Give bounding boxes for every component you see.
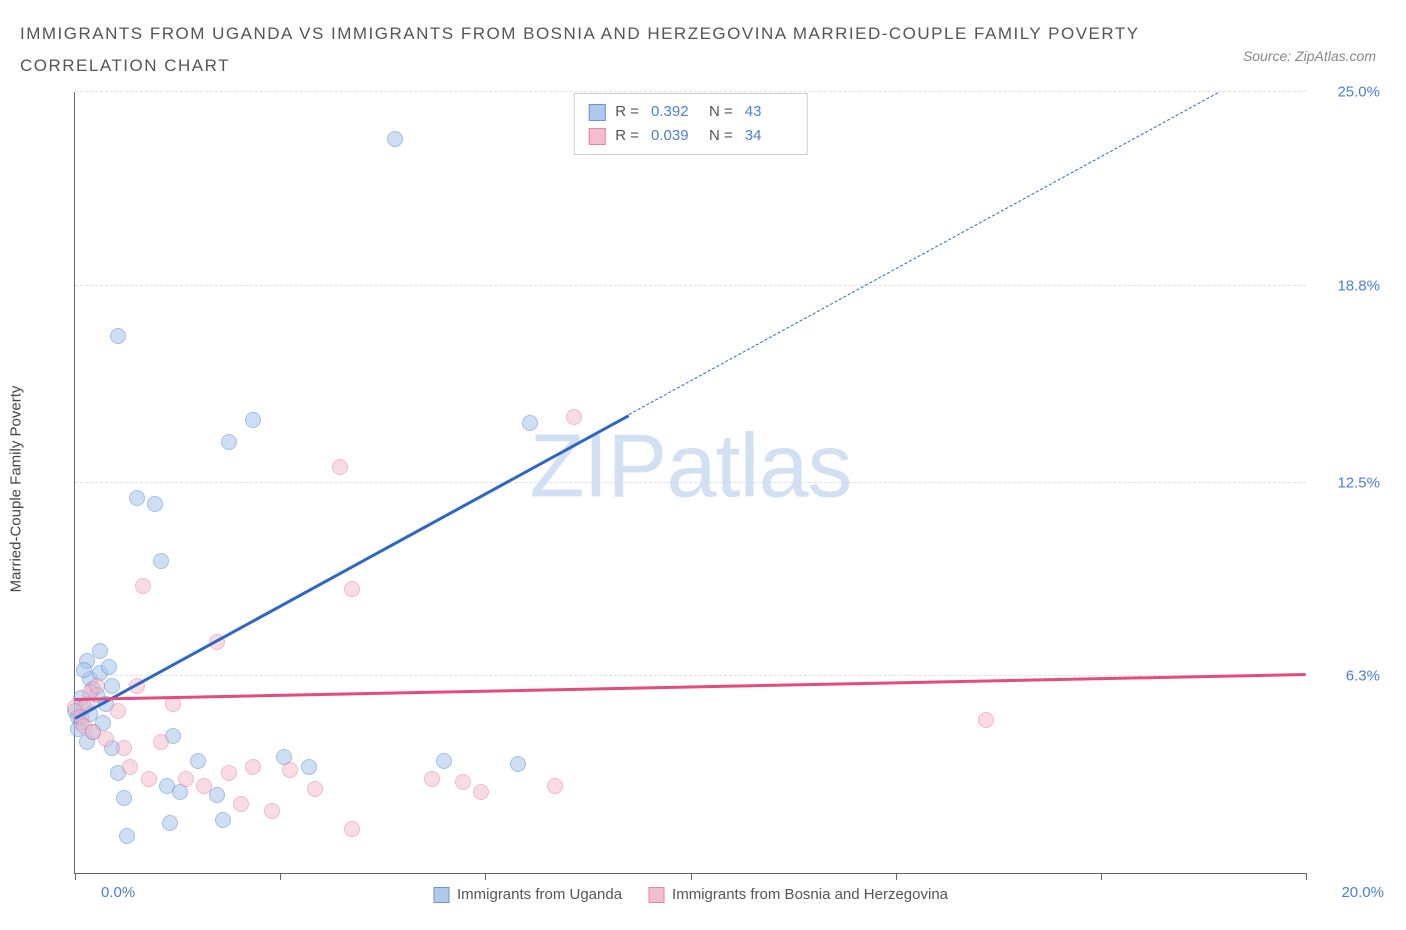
x-axis-min-label: 0.0% (101, 884, 135, 901)
data-point (473, 784, 489, 800)
legend-swatch-bosnia (648, 887, 664, 903)
data-point (424, 771, 440, 787)
n-value-uganda: 43 (745, 100, 793, 124)
data-point (89, 678, 105, 694)
data-point (141, 771, 157, 787)
y-axis-label: Married-Couple Family Poverty (8, 386, 25, 593)
legend-row: R = 0.039 N = 34 (588, 124, 793, 148)
y-tick-label: 18.8% (1320, 277, 1380, 294)
data-point (165, 696, 181, 712)
r-value-bosnia: 0.039 (651, 124, 699, 148)
source-prefix: Source: (1243, 48, 1295, 64)
y-tick-label: 12.5% (1320, 474, 1380, 491)
legend-label-uganda: Immigrants from Uganda (457, 886, 622, 903)
data-point (307, 781, 323, 797)
data-point (122, 759, 138, 775)
data-point (522, 415, 538, 431)
data-point (110, 328, 126, 344)
data-point (129, 490, 145, 506)
data-point (436, 753, 452, 769)
data-point (282, 762, 298, 778)
legend-swatch-bosnia (588, 128, 605, 145)
gridline-h (75, 482, 1306, 483)
data-point (233, 796, 249, 812)
data-point (245, 759, 261, 775)
data-point (190, 753, 206, 769)
data-point (104, 678, 120, 694)
data-point (196, 778, 212, 794)
data-point (344, 581, 360, 597)
chart-title: IMMIGRANTS FROM UGANDA VS IMMIGRANTS FRO… (20, 18, 1386, 83)
n-value-bosnia: 34 (745, 124, 793, 148)
data-point (264, 803, 280, 819)
x-tick (280, 873, 281, 880)
n-label: N = (709, 124, 733, 148)
y-tick-label: 25.0% (1320, 84, 1380, 101)
plot-container: Married-Couple Family Poverty ZIPatlas R… (44, 92, 1388, 886)
legend-item-uganda: Immigrants from Uganda (433, 886, 622, 903)
legend-item-bosnia: Immigrants from Bosnia and Herzegovina (648, 886, 948, 903)
data-point (135, 578, 151, 594)
data-point (221, 434, 237, 450)
y-tick-label: 6.3% (1320, 668, 1380, 685)
data-point (455, 774, 471, 790)
data-point (153, 553, 169, 569)
n-label: N = (709, 100, 733, 124)
data-point (119, 828, 135, 844)
data-point (98, 731, 114, 747)
legend-swatch-uganda (433, 887, 449, 903)
x-tick (1306, 873, 1307, 880)
data-point (215, 812, 231, 828)
data-point (153, 734, 169, 750)
data-point (162, 815, 178, 831)
r-label: R = (615, 124, 639, 148)
data-point (116, 790, 132, 806)
watermark-brand-b: atlas (666, 416, 851, 516)
x-tick (896, 873, 897, 880)
data-point (332, 459, 348, 475)
legend-swatch-uganda (588, 104, 605, 121)
r-value-uganda: 0.392 (651, 100, 699, 124)
data-point (221, 765, 237, 781)
gridline-h (75, 91, 1306, 92)
data-point (344, 821, 360, 837)
x-tick (691, 873, 692, 880)
data-point (116, 740, 132, 756)
correlation-legend: R = 0.392 N = 43 R = 0.039 N = 34 (573, 93, 808, 155)
x-tick (75, 873, 76, 880)
source-attribution: Source: ZipAtlas.com (1243, 48, 1376, 64)
watermark: ZIPatlas (529, 415, 851, 518)
data-point (547, 778, 563, 794)
data-point (387, 131, 403, 147)
data-point (76, 662, 92, 678)
data-point (110, 703, 126, 719)
data-point (101, 659, 117, 675)
trend-line (75, 673, 1306, 700)
x-tick (1101, 873, 1102, 880)
source-name: ZipAtlas.com (1295, 48, 1376, 64)
series-legend: Immigrants from Uganda Immigrants from B… (433, 886, 948, 903)
data-point (510, 756, 526, 772)
legend-label-bosnia: Immigrants from Bosnia and Herzegovina (672, 886, 948, 903)
data-point (92, 643, 108, 659)
r-label: R = (615, 100, 639, 124)
data-point (178, 771, 194, 787)
data-point (147, 496, 163, 512)
x-axis-max-label: 20.0% (1341, 884, 1384, 901)
data-point (566, 409, 582, 425)
plot-area: ZIPatlas R = 0.392 N = 43 R = 0.039 N = … (74, 92, 1306, 874)
gridline-h (75, 285, 1306, 286)
data-point (301, 759, 317, 775)
x-tick (485, 873, 486, 880)
data-point (245, 412, 261, 428)
legend-row: R = 0.392 N = 43 (588, 100, 793, 124)
data-point (978, 712, 994, 728)
